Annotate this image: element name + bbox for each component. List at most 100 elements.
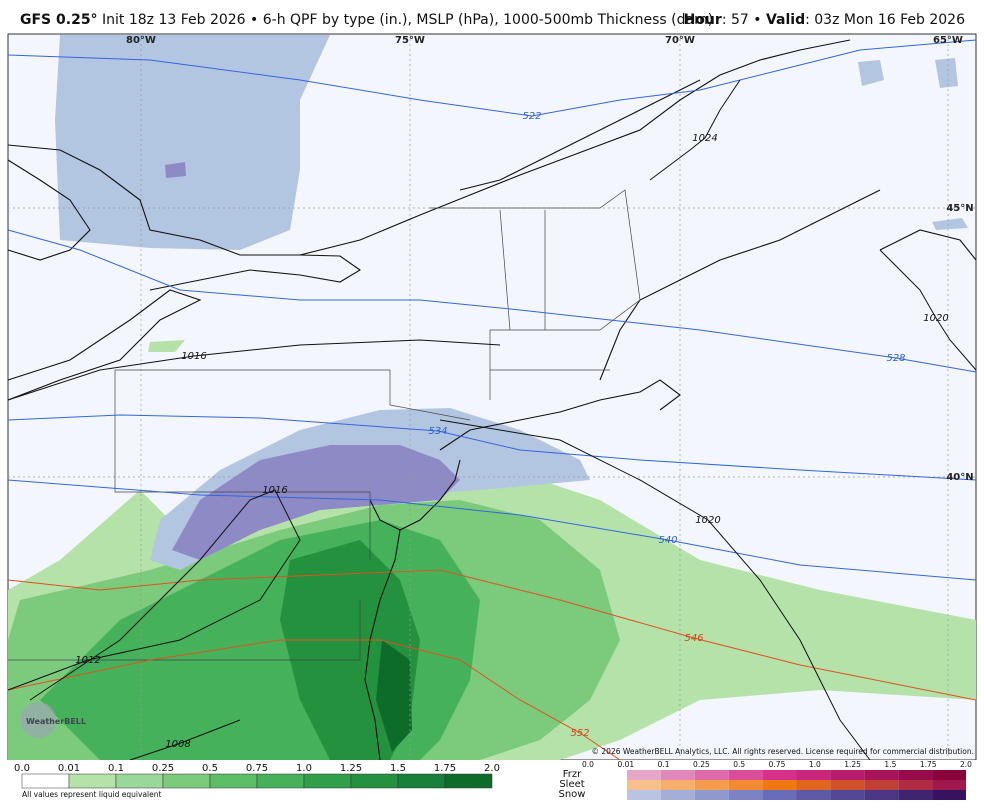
lon-label: 75°W (395, 35, 425, 46)
ptype-swatch (864, 770, 899, 780)
isobar (129, 719, 241, 761)
isobar-label: 1020 (923, 313, 948, 324)
ptype-tick: 0.5 (733, 760, 745, 769)
snow-area (55, 35, 330, 250)
rain-swatch (162, 773, 211, 789)
rain-swatch (256, 773, 305, 789)
mix-area (165, 162, 186, 178)
thickness-label: 534 (428, 426, 447, 437)
ptype-label: Sleet (559, 779, 584, 790)
isobar-label: 1024 (692, 133, 717, 144)
ptype-swatch (762, 780, 797, 790)
isobar (7, 339, 501, 401)
thickness-lines (7, 39, 977, 581)
rain-tick: 0.1 (108, 763, 124, 774)
ptype-tick: 0.1 (658, 760, 670, 769)
ptype-tick: 1.25 (844, 760, 861, 769)
ptype-swatch (898, 790, 933, 800)
isobar (649, 79, 741, 181)
ptype-swatch (627, 780, 661, 790)
border (8, 600, 361, 661)
ptype-swatch (728, 770, 763, 780)
isobar-label: 1008 (165, 739, 190, 750)
rain-tick: 1.25 (340, 763, 362, 774)
copyright: © 2026 WeatherBELL Analytics, LLC. All r… (592, 747, 974, 756)
ptype-swatch (796, 780, 831, 790)
lake (149, 254, 362, 291)
lat-label: 45°N (946, 203, 973, 214)
ptype-tick: 0.25 (693, 760, 710, 769)
isobar-label: 1020 (695, 515, 720, 526)
ptype-swatch (864, 780, 899, 790)
ptype-label: Snow (559, 789, 586, 800)
ptype-swatch (660, 770, 695, 780)
isobar-label: 1012 (75, 655, 100, 666)
thickness-label: 546 (684, 633, 703, 644)
rain-tick: 0.0 (14, 763, 30, 774)
rain-tick: 0.75 (246, 763, 268, 774)
ptype-tick: 1.5 (884, 760, 896, 769)
isobar (879, 249, 977, 371)
border (114, 370, 371, 560)
ptype-swatch (932, 790, 966, 800)
hour-value: : 57 • (721, 12, 762, 28)
ptype-swatch (627, 770, 661, 780)
contour (7, 479, 977, 581)
contour (7, 414, 977, 481)
ptype-swatch (864, 790, 899, 800)
ptype-swatch (932, 780, 966, 790)
ptype-tick: 1.0 (809, 760, 821, 769)
ptype-label: Frzr (563, 769, 582, 780)
rain-swatch (115, 773, 164, 789)
ptype-swatch (830, 790, 865, 800)
rain-tick: 0.5 (202, 763, 218, 774)
rain-swatch (209, 773, 258, 789)
ptype-swatch (796, 790, 831, 800)
coast (459, 79, 701, 191)
contour (7, 639, 621, 761)
lat-label: 40°N (946, 472, 973, 483)
ptype-swatch (762, 770, 797, 780)
header-left: GFS 0.25° Init 18z 13 Feb 2026 • 6-h QPF… (20, 12, 713, 28)
ptype-swatch (728, 780, 763, 790)
thickness-label: 528 (886, 353, 905, 364)
borders (8, 189, 641, 661)
coastlines (7, 39, 977, 761)
ptype-swatch (728, 790, 763, 800)
model: GFS 0.25° (20, 12, 98, 28)
ptype-swatch (694, 770, 729, 780)
ptype-swatch (932, 770, 966, 780)
ptype-swatch (660, 780, 695, 790)
isobars (7, 79, 977, 761)
rain-tick: 1.75 (434, 763, 456, 774)
border (430, 189, 641, 400)
coast (879, 229, 977, 261)
ptype-tick: 2.0 (960, 760, 972, 769)
map-labels: 80°W 75°W 70°W 65°W 45°N 40°N 522 528 534 540 546 5… (75, 35, 973, 750)
rain-tick: 0.01 (58, 763, 80, 774)
isobar-label: 1016 (181, 351, 206, 362)
mix-area (172, 445, 460, 560)
isobar (439, 419, 871, 761)
thickness-label: 540 (658, 535, 677, 546)
rain-swatch (303, 773, 352, 789)
lake (7, 289, 202, 401)
legend: 0.0 0.01 0.1 0.25 0.5 0.75 1.0 1.25 1.5 1.75 2.0 Al… (14, 760, 972, 800)
ptype-swatch (898, 770, 933, 780)
logo-mark (20, 702, 56, 738)
rain-swatch (21, 773, 70, 789)
ptype-tick: 0.01 (617, 760, 634, 769)
isobar-label: 1016 (262, 485, 287, 496)
ptype-swatch (796, 770, 831, 780)
ptype-swatch (762, 790, 797, 800)
rain-tick: 0.25 (152, 763, 174, 774)
graticule (8, 34, 976, 760)
ptype-swatch (830, 770, 865, 780)
border (115, 369, 471, 421)
rain-swatch (350, 773, 399, 789)
ptype-swatch (660, 790, 695, 800)
border (490, 209, 610, 371)
isobar (7, 489, 301, 701)
